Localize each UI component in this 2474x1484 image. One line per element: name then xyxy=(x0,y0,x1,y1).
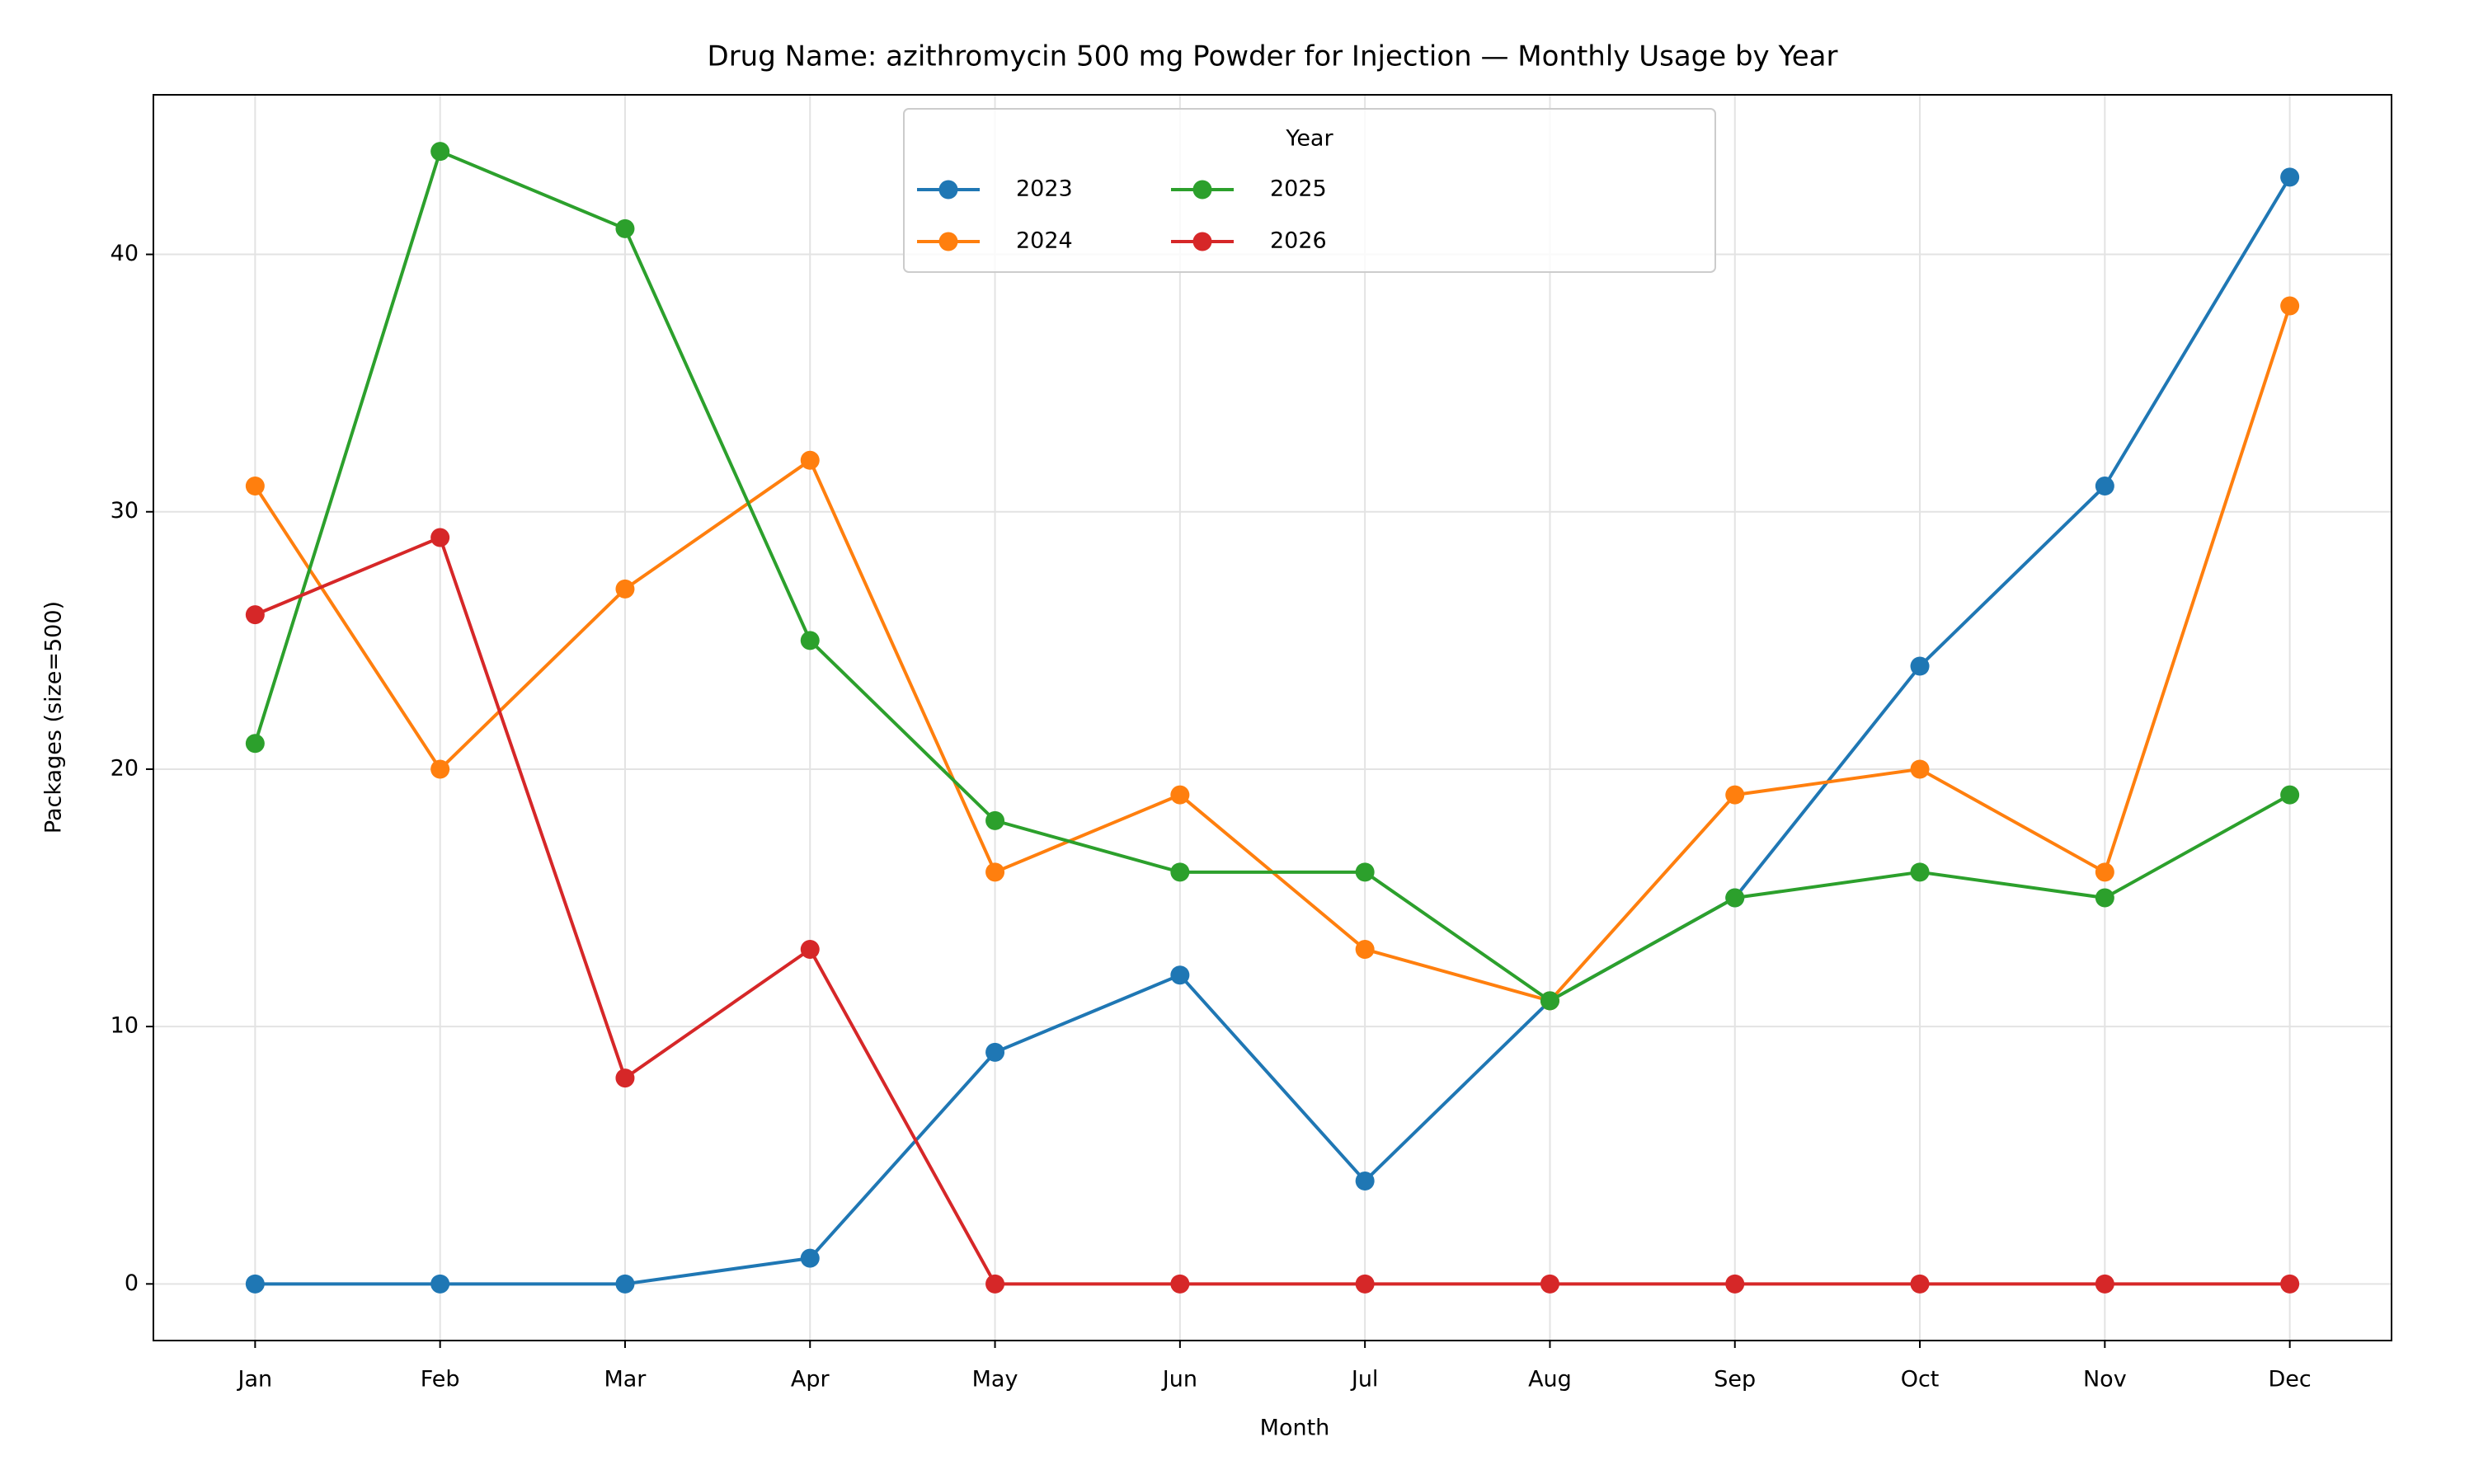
data-point xyxy=(245,605,265,625)
data-point xyxy=(430,1274,450,1294)
x-tick-label: Jan xyxy=(237,1367,273,1392)
data-point xyxy=(615,1274,635,1294)
plot-frame xyxy=(153,94,2392,1341)
data-point xyxy=(2280,785,2300,805)
data-point xyxy=(800,1248,820,1268)
x-tick-label: Dec xyxy=(2269,1367,2312,1392)
data-point xyxy=(1170,1274,1190,1294)
legend-marker xyxy=(938,232,958,251)
data-point xyxy=(800,939,820,959)
series-line xyxy=(253,149,2291,1003)
data-point xyxy=(1725,785,1745,805)
legend-label: 2024 xyxy=(1016,228,1073,254)
y-tick-label: 10 xyxy=(111,1013,139,1039)
data-point xyxy=(2095,477,2114,496)
data-point xyxy=(1170,785,1190,805)
legend-marker xyxy=(1192,180,1212,200)
data-point xyxy=(245,734,265,754)
data-point xyxy=(1910,862,1930,882)
legend-marker xyxy=(1192,232,1212,251)
x-tick-label: Oct xyxy=(1901,1367,1940,1392)
x-tick-label: Mar xyxy=(604,1367,647,1392)
data-point xyxy=(1725,888,1745,908)
data-point xyxy=(615,218,635,238)
series-line xyxy=(254,535,2290,1286)
data-point xyxy=(1910,1274,1930,1294)
data-point xyxy=(1540,991,1559,1011)
x-tick-label: Jul xyxy=(1350,1367,1379,1392)
data-point xyxy=(1170,862,1190,882)
x-tick-label: Sep xyxy=(1714,1367,1756,1392)
data-point xyxy=(2095,1274,2114,1294)
data-point xyxy=(1170,965,1190,985)
data-point xyxy=(985,1042,1005,1062)
data-point xyxy=(615,579,635,599)
data-point xyxy=(430,528,450,547)
data-point xyxy=(430,759,450,779)
data-point xyxy=(1355,1171,1375,1190)
legend: Year 2023 2024 2025 2026 xyxy=(903,108,1716,273)
data-point xyxy=(2280,167,2300,187)
y-tick-label: 0 xyxy=(125,1270,139,1296)
data-point xyxy=(985,810,1005,830)
y-tick-label: 40 xyxy=(111,241,139,266)
data-point xyxy=(615,1068,635,1088)
data-point xyxy=(245,477,265,496)
data-point xyxy=(1355,939,1375,959)
data-point xyxy=(2280,1274,2300,1294)
chart-title: Drug Name: azithromycin 500 mg Powder fo… xyxy=(708,40,1838,73)
legend-label: 2023 xyxy=(1016,176,1073,202)
data-point xyxy=(1355,862,1375,882)
x-tick-label: Aug xyxy=(1528,1367,1572,1392)
x-tick-label: Nov xyxy=(2083,1367,2127,1392)
data-point xyxy=(1355,1274,1375,1294)
legend-label: 2025 xyxy=(1270,176,1327,202)
data-point xyxy=(800,450,820,470)
y-tick-label: 20 xyxy=(111,755,139,781)
data-point xyxy=(1910,656,1930,676)
x-tick-label: Apr xyxy=(791,1367,830,1392)
x-axis-label: Month xyxy=(1260,1416,1330,1441)
data-point xyxy=(2280,296,2300,316)
data-point xyxy=(985,862,1005,882)
y-tick-label: 30 xyxy=(111,498,139,524)
data-point xyxy=(430,142,450,162)
data-point xyxy=(800,631,820,650)
data-point xyxy=(1725,1274,1745,1294)
legend-label: 2026 xyxy=(1270,228,1327,254)
legend-title: Year xyxy=(1285,126,1333,152)
x-tick-label: May xyxy=(972,1367,1018,1392)
y-axis-label: Packages (size=500) xyxy=(41,601,67,834)
data-point xyxy=(1910,759,1930,779)
x-tick-label: Jun xyxy=(1161,1367,1197,1392)
data-point xyxy=(1540,1274,1559,1294)
data-point xyxy=(2095,888,2114,908)
legend-marker xyxy=(938,180,958,200)
data-point xyxy=(2095,862,2114,882)
x-tick-label: Feb xyxy=(421,1367,460,1392)
data-point xyxy=(245,1274,265,1294)
data-point xyxy=(985,1274,1005,1294)
legend-box xyxy=(903,108,1716,273)
series-line xyxy=(255,176,2292,1286)
